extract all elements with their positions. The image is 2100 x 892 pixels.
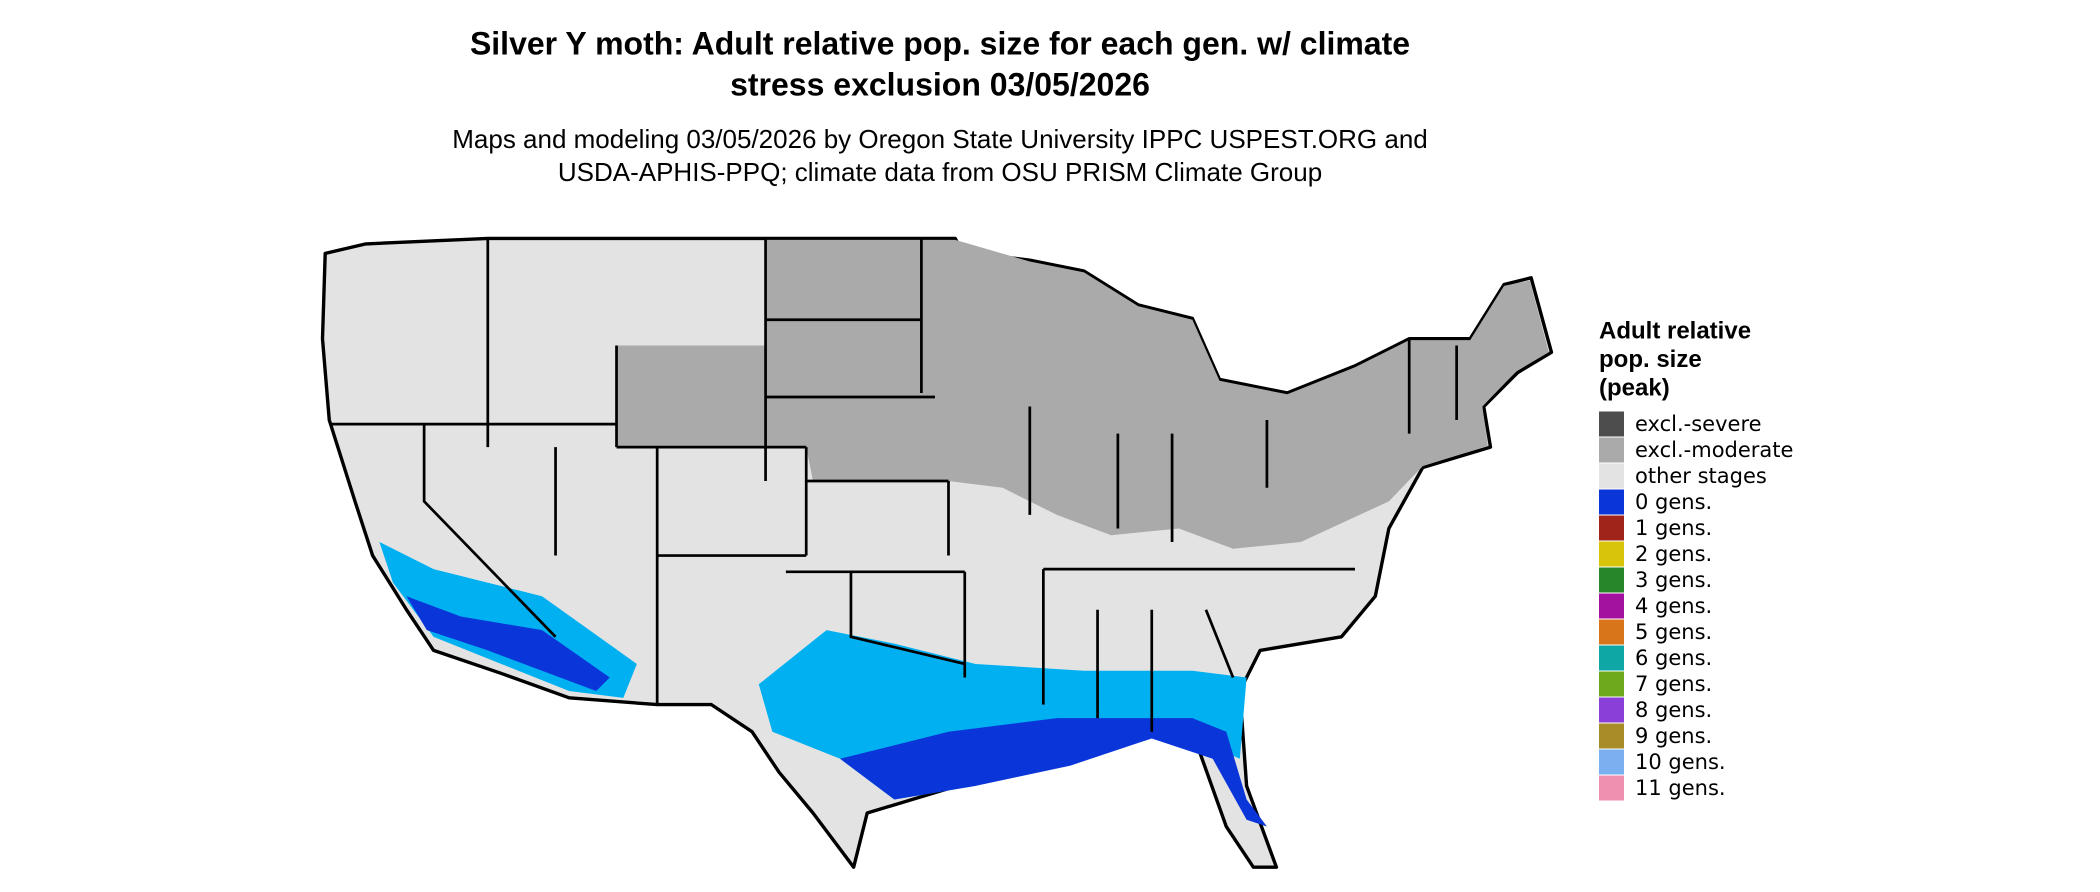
legend-swatch [1599, 515, 1624, 541]
legend-swatch [1599, 671, 1624, 697]
legend-label: 4 gens. [1635, 594, 1712, 618]
legend-swatch [1599, 463, 1624, 489]
legend-swatch [1599, 775, 1624, 801]
title: stress exclusion 03/05/2026 [730, 66, 1150, 102]
legend-swatch [1599, 645, 1624, 671]
legend-label: 2 gens. [1635, 542, 1712, 566]
legend-label: 10 gens. [1635, 750, 1726, 774]
texts: Silver Y moth: Adult relative pop. size … [452, 25, 1793, 801]
legend-label: 1 gens. [1635, 516, 1712, 540]
title: Silver Y moth: Adult relative pop. size … [470, 25, 1410, 61]
legend-label: excl.-severe [1635, 412, 1762, 436]
legend-swatch [1599, 437, 1624, 463]
legend-swatch [1599, 697, 1624, 723]
legend-swatch [1599, 749, 1624, 775]
legend-swatch [1599, 567, 1624, 593]
california-dark-area [406, 596, 610, 692]
legend-swatch [1599, 723, 1624, 749]
legend-label: excl.-moderate [1635, 438, 1793, 462]
legend-label: 6 gens. [1635, 646, 1712, 670]
subtitle: USDA-APHIS-PPQ; climate data from OSU PR… [558, 157, 1322, 187]
legend-label: 7 gens. [1635, 672, 1712, 696]
legend-swatch [1599, 619, 1624, 645]
legend-label: 8 gens. [1635, 698, 1712, 722]
moderate-exclusion-area [616, 239, 1549, 549]
subtitle: Maps and modeling 03/05/2026 by Oregon S… [452, 124, 1428, 154]
legend-title: pop. size [1599, 346, 1702, 373]
legend-label: 9 gens. [1635, 724, 1712, 748]
legend-swatch [1599, 411, 1624, 437]
legend-title: Adult relative [1599, 317, 1751, 344]
state-borders [331, 238, 1458, 732]
legend-swatch [1599, 593, 1624, 619]
legend-label: 3 gens. [1635, 568, 1712, 592]
us-map [320, 236, 1554, 869]
legend-label: other stages [1635, 464, 1767, 488]
legend-swatch [1599, 541, 1624, 567]
dark-blue-area [840, 718, 1267, 827]
legend-swatch [1599, 489, 1624, 515]
legend-label: 5 gens. [1635, 620, 1712, 644]
legend-title: (peak) [1599, 374, 1670, 401]
legend-label: 0 gens. [1635, 490, 1712, 514]
legend-label: 11 gens. [1635, 776, 1726, 800]
